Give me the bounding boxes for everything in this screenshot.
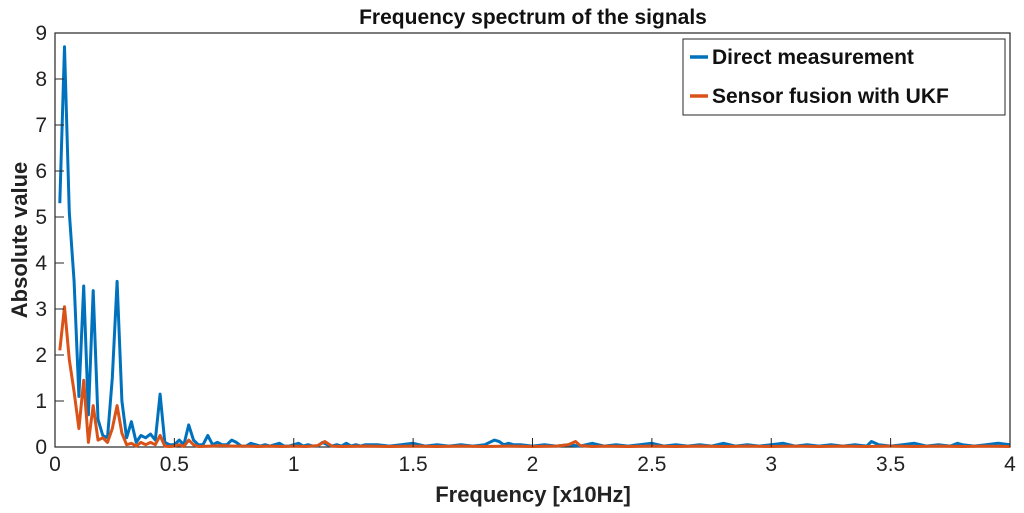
x-tick-label: 0.5 (160, 453, 189, 476)
x-tick-label: 2 (527, 453, 539, 476)
y-axis-label: Absolute value (7, 162, 32, 318)
legend-label-sensor-fusion: Sensor fusion with UKF (712, 85, 949, 108)
y-tick-label: 8 (35, 68, 47, 91)
legend-label-direct-measurement: Direct measurement (712, 46, 914, 69)
x-axis-label: Frequency [x10Hz] (435, 482, 631, 507)
y-tick-label: 3 (35, 298, 47, 321)
legend: Direct measurement Sensor fusion with UK… (682, 38, 1006, 116)
legend-box (682, 38, 1006, 116)
y-tick-label: 0 (35, 436, 47, 459)
y-tick-label: 2 (35, 344, 47, 367)
series-layer (58, 45, 1011, 448)
x-tick-label: 3.5 (876, 453, 905, 476)
y-tick-label: 9 (35, 22, 47, 45)
y-tick-label: 7 (35, 114, 47, 137)
x-tick-label: 2.5 (637, 453, 666, 476)
x-tick-label: 0 (49, 453, 61, 476)
x-tick-label: 4 (1004, 453, 1016, 476)
y-tick-label: 5 (35, 206, 47, 229)
chart-title: Frequency spectrum of the signals (359, 6, 707, 29)
y-tick-label: 1 (35, 390, 47, 413)
y-tick-label: 6 (35, 160, 47, 183)
x-tick-label: 1 (288, 453, 300, 476)
x-tick-label: 1.5 (399, 453, 428, 476)
x-tick-label: 3 (765, 453, 777, 476)
series-line-sensor-fusion (58, 305, 1011, 448)
y-tick-label: 4 (35, 252, 47, 275)
ticks-layer: 0 0.5 1 1.5 2 2.5 3 3.5 4 0 1 2 3 4 5 6 7 8 9 (35, 22, 1016, 476)
